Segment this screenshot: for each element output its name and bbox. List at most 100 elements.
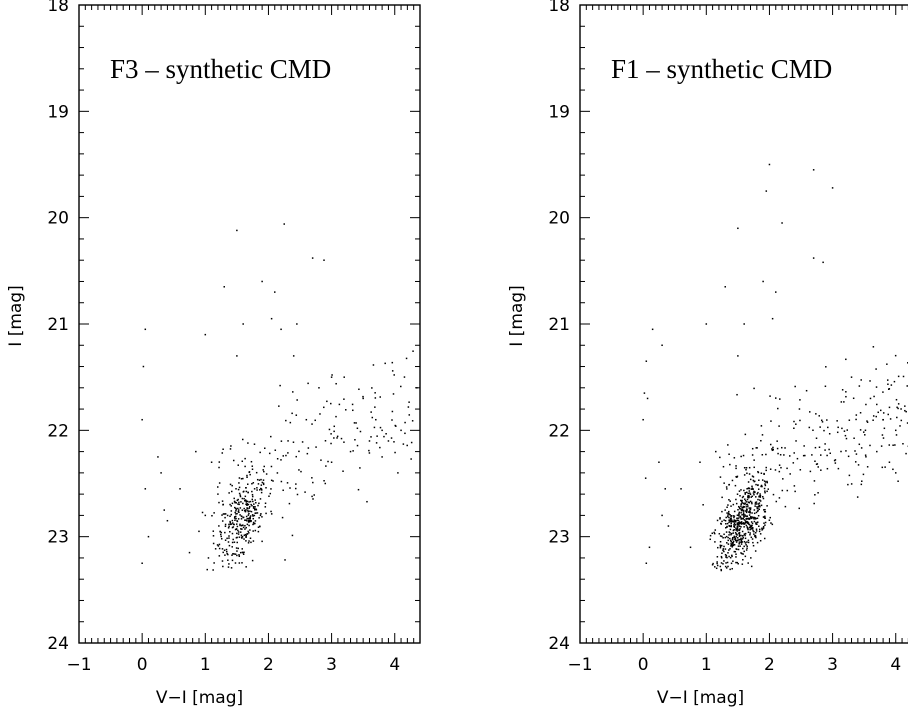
f1-data-point [736, 539, 739, 542]
f1-data-point [754, 491, 756, 493]
f1-data-point [823, 429, 825, 432]
f1-data-point [733, 535, 735, 538]
f1-data-point [722, 537, 724, 539]
f3-data-point [397, 472, 399, 474]
f3-data-point [295, 483, 297, 485]
f1-data-point [824, 443, 826, 445]
f1-data-point [737, 508, 739, 511]
f3-data-point [333, 437, 335, 439]
f3-data-point [222, 513, 225, 515]
f1-data-point [769, 516, 772, 519]
f3-data-point [289, 421, 292, 424]
f3-data-point [226, 537, 228, 540]
f1-data-point [723, 482, 725, 484]
f3-data-point [261, 516, 263, 518]
f1-data-point [738, 521, 741, 523]
f1-data-point [821, 421, 824, 423]
f3-data-point [282, 489, 284, 492]
f3-data-point [213, 562, 215, 564]
f1-data-point [737, 523, 739, 525]
f1-y-tick-label: 24 [548, 634, 570, 654]
f3-data-point [245, 500, 247, 502]
f3-data-point [312, 498, 314, 500]
f3-data-point [218, 525, 220, 527]
f1-data-point [749, 500, 752, 503]
f3-data-point [410, 458, 412, 460]
f3-data-point [285, 419, 287, 422]
f3-data-point [248, 501, 250, 503]
f1-data-point [764, 515, 766, 518]
f3-data-point [274, 291, 276, 293]
f1-data-point [736, 476, 738, 478]
f3-data-point [406, 444, 408, 447]
f1-data-point [738, 490, 741, 492]
f1-data-point [743, 503, 746, 505]
f1-data-point [816, 463, 819, 465]
f3-data-point [240, 518, 243, 520]
f1-data-point [905, 452, 907, 455]
f3-data-point [230, 445, 232, 447]
f3-data-point [255, 512, 257, 514]
f3-data-point [234, 501, 236, 504]
f1-data-point [739, 516, 741, 518]
f3-data-point [237, 507, 239, 510]
f1-data-point [742, 558, 744, 561]
f3-data-point [336, 437, 338, 439]
f3-data-point [374, 406, 376, 408]
f3-data-point [298, 469, 300, 471]
f3-data-point [246, 533, 248, 535]
f3-data-point [260, 478, 262, 481]
f3-data-point [311, 423, 313, 425]
f1-data-point [741, 500, 743, 503]
f1-data-point [735, 465, 737, 467]
f3-data-point [238, 482, 240, 484]
f1-data-point [886, 379, 889, 381]
f3-data-point [246, 520, 248, 522]
f1-data-point [753, 480, 756, 483]
f1-data-point [753, 509, 756, 511]
f1-data-point [736, 519, 739, 522]
f1-data-point [754, 505, 756, 507]
f1-data-point [747, 496, 749, 499]
f3-data-point [262, 482, 265, 485]
f3-data-point [233, 553, 235, 555]
f1-x-axis-label: V−I [mag] [657, 688, 744, 708]
f1-data-point [888, 406, 891, 409]
f3-data-point [242, 491, 245, 493]
f3-data-point [304, 491, 306, 493]
f1-data-point [740, 541, 743, 544]
f1-data-point [855, 453, 858, 455]
f1-data-point [882, 391, 884, 393]
f1-data-point [728, 534, 730, 536]
f1-data-point [866, 421, 869, 423]
f3-panel-title: F3 – synthetic CMD [110, 54, 331, 84]
f3-data-point [225, 550, 228, 553]
f1-data-point [739, 545, 741, 547]
f3-data-point [407, 406, 410, 408]
f1-data-point [740, 534, 742, 537]
f1-data-point [739, 521, 742, 524]
f3-data-point [244, 519, 246, 521]
f3-data-point [222, 551, 224, 554]
f3-data-point [352, 409, 354, 412]
f3-data-point [379, 426, 382, 429]
f3-data-point [241, 537, 243, 539]
f1-data-point [747, 523, 750, 525]
f3-data-point [198, 530, 200, 533]
f1-data-point [815, 437, 818, 440]
f3-data-point [254, 522, 256, 525]
f1-data-point [749, 512, 751, 514]
f3-data-point [236, 512, 238, 515]
f1-data-point [735, 535, 737, 538]
f1-data-point [719, 545, 722, 548]
f3-data-point [263, 470, 265, 473]
f1-data-point [731, 479, 734, 482]
f3-data-point [237, 464, 239, 466]
f3-data-point [256, 487, 258, 489]
f1-data-point [739, 507, 741, 510]
f1-data-point [802, 454, 805, 457]
f1-data-point [742, 509, 745, 512]
f1-data-point [762, 527, 765, 529]
f1-data-point [888, 444, 891, 446]
f1-data-point [735, 541, 738, 543]
